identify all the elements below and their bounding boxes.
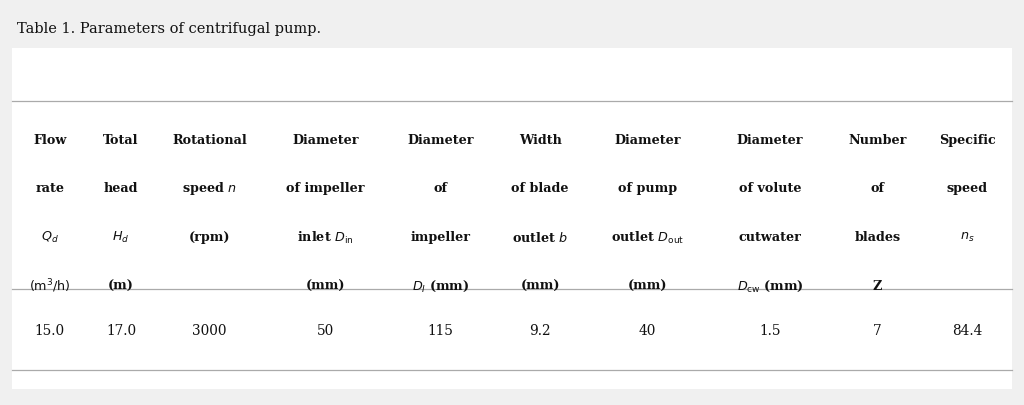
Text: Diameter: Diameter (293, 133, 358, 146)
Text: Diameter: Diameter (408, 133, 474, 146)
Text: blades: blades (854, 230, 900, 243)
Text: Table 1. Parameters of centrifugal pump.: Table 1. Parameters of centrifugal pump. (17, 22, 322, 36)
Text: of: of (870, 182, 885, 195)
Text: 1.5: 1.5 (760, 323, 781, 337)
Text: 40: 40 (639, 323, 656, 337)
Text: speed $n$: speed $n$ (182, 180, 237, 197)
Text: 115: 115 (428, 323, 454, 337)
Text: 3000: 3000 (193, 323, 227, 337)
Text: Rotational: Rotational (172, 133, 247, 146)
Text: cutwater: cutwater (738, 230, 802, 243)
Text: of volute: of volute (739, 182, 802, 195)
Text: outlet $b$: outlet $b$ (512, 230, 568, 244)
Text: head: head (103, 182, 138, 195)
Text: outlet $D_{\mathrm{out}}$: outlet $D_{\mathrm{out}}$ (610, 229, 684, 245)
Bar (12, 49, 1012, 389)
Text: $Q_d$: $Q_d$ (41, 229, 58, 245)
Text: (mm): (mm) (628, 279, 667, 292)
Text: inlet $D_{\mathrm{in}}$: inlet $D_{\mathrm{in}}$ (297, 229, 354, 245)
Text: 15.0: 15.0 (35, 323, 65, 337)
Text: impeller: impeller (411, 230, 471, 243)
Text: $D_{\mathrm{cw}}$ (mm): $D_{\mathrm{cw}}$ (mm) (737, 278, 804, 293)
Text: 84.4: 84.4 (952, 323, 983, 337)
Text: Total: Total (103, 133, 139, 146)
Text: 50: 50 (317, 323, 334, 337)
Text: (rpm): (rpm) (188, 230, 230, 243)
Text: speed: speed (947, 182, 988, 195)
Text: Flow: Flow (33, 133, 67, 146)
Text: $D_I$ (mm): $D_I$ (mm) (412, 278, 469, 293)
Text: $(\mathrm{m^3/h})$: $(\mathrm{m^3/h})$ (29, 277, 71, 294)
Text: of impeller: of impeller (287, 182, 365, 195)
Text: rate: rate (35, 182, 65, 195)
Text: (m): (m) (109, 279, 134, 292)
Text: Diameter: Diameter (614, 133, 681, 146)
Text: Number: Number (848, 133, 906, 146)
Text: Specific: Specific (939, 133, 996, 146)
Text: of pump: of pump (617, 182, 677, 195)
Text: (mm): (mm) (520, 279, 560, 292)
Text: of: of (434, 182, 447, 195)
Text: of blade: of blade (511, 182, 569, 195)
Text: 17.0: 17.0 (106, 323, 136, 337)
Text: $H_d$: $H_d$ (113, 229, 130, 245)
Text: Z: Z (872, 279, 882, 292)
Text: 7: 7 (873, 323, 882, 337)
Text: 9.2: 9.2 (529, 323, 551, 337)
Text: Diameter: Diameter (737, 133, 804, 146)
Text: Width: Width (519, 133, 561, 146)
Text: (mm): (mm) (306, 279, 345, 292)
Text: $n_s$: $n_s$ (961, 230, 975, 243)
